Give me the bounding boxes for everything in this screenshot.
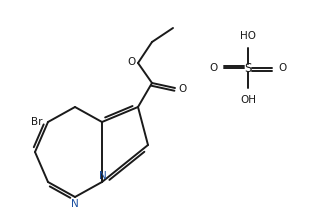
Text: O: O bbox=[128, 57, 136, 67]
Text: O: O bbox=[210, 63, 218, 73]
Text: O: O bbox=[178, 84, 186, 94]
Text: N: N bbox=[71, 199, 79, 209]
Text: O: O bbox=[278, 63, 286, 73]
Text: Br: Br bbox=[30, 117, 42, 127]
Text: HO: HO bbox=[240, 31, 256, 41]
Text: S: S bbox=[244, 61, 252, 74]
Text: OH: OH bbox=[240, 95, 256, 105]
Text: N: N bbox=[99, 171, 107, 181]
